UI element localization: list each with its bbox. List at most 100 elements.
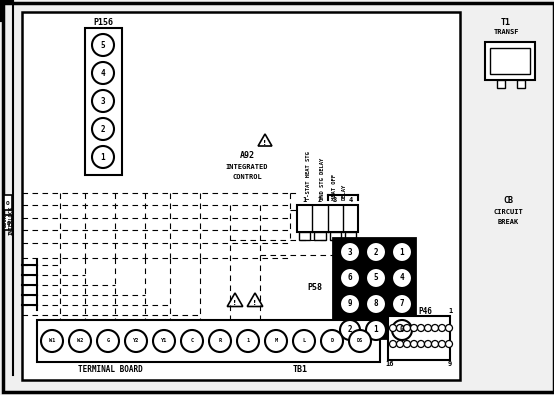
Circle shape [92,34,114,56]
Text: DELAY: DELAY [341,184,346,200]
Circle shape [389,340,397,348]
Text: DOOR
INTERLOCK: DOOR INTERLOCK [3,205,13,235]
Bar [388,316,450,360]
Text: O: O [6,201,10,205]
Bar [4,215,12,230]
Text: TB1: TB1 [293,365,307,374]
Text: Ω: Ω [7,220,9,226]
Text: 1: 1 [302,197,307,203]
Circle shape [153,330,175,352]
Text: CIRCUIT: CIRCUIT [493,209,523,215]
Circle shape [418,325,424,331]
Circle shape [439,325,445,331]
Text: 5: 5 [374,273,378,282]
Circle shape [445,325,453,331]
Text: R: R [218,339,222,344]
Circle shape [411,340,418,348]
Circle shape [439,340,445,348]
Text: Y1: Y1 [161,339,167,344]
Circle shape [340,268,360,288]
Text: 1: 1 [399,248,404,256]
Text: 8: 8 [388,308,392,314]
Text: CB: CB [503,196,513,205]
Text: 4: 4 [399,273,404,282]
Circle shape [340,320,360,340]
Text: 0: 0 [399,325,404,335]
Text: TRANSF: TRANSF [493,29,519,35]
Circle shape [403,325,411,331]
Bar [37,320,380,362]
Text: 1: 1 [101,152,105,162]
Circle shape [424,325,432,331]
Circle shape [237,330,259,352]
Text: A92: A92 [239,150,254,160]
Bar [330,232,341,240]
Bar [22,12,460,380]
Circle shape [424,340,432,348]
Text: 3: 3 [348,248,352,256]
Circle shape [92,118,114,140]
Circle shape [403,340,411,348]
Circle shape [366,268,386,288]
Circle shape [349,330,371,352]
Bar [297,205,358,232]
Text: 1: 1 [448,308,452,314]
Circle shape [432,340,439,348]
Bar [490,48,530,74]
Text: P46: P46 [418,307,432,316]
Circle shape [340,294,360,314]
Text: HEAT OFF: HEAT OFF [331,174,336,200]
Circle shape [366,242,386,262]
Circle shape [97,330,119,352]
Text: 2: 2 [374,248,378,256]
Text: 16: 16 [386,361,394,367]
Text: TERMINAL BOARD: TERMINAL BOARD [78,365,142,374]
Bar [517,80,525,88]
Bar [497,80,505,88]
Circle shape [92,62,114,84]
Text: W1: W1 [49,339,55,344]
Circle shape [389,325,397,331]
Circle shape [92,90,114,112]
Text: P156: P156 [93,17,113,26]
Text: D: D [330,339,334,344]
Bar [314,232,326,240]
Circle shape [69,330,91,352]
Bar [485,42,535,80]
Circle shape [392,320,412,340]
Text: 1: 1 [374,325,378,335]
Circle shape [418,340,424,348]
Text: 2: 2 [318,197,322,203]
Bar [299,232,310,240]
Text: INTEGRATED: INTEGRATED [225,164,268,170]
Text: 2: 2 [348,325,352,335]
Text: P58: P58 [307,284,322,293]
Text: G: G [106,339,110,344]
Bar [345,232,356,240]
Text: BREAK: BREAK [497,219,519,225]
Text: 5: 5 [101,41,105,49]
Circle shape [392,242,412,262]
Circle shape [366,294,386,314]
Text: 3: 3 [101,96,105,105]
Circle shape [432,325,439,331]
Text: M: M [274,339,278,344]
Circle shape [209,330,231,352]
Text: Y2: Y2 [133,339,139,344]
Text: C: C [191,339,193,344]
Bar [333,238,415,338]
Bar [3,3,13,375]
Text: !: ! [263,140,266,146]
Text: 2: 2 [101,124,105,134]
Circle shape [340,242,360,262]
Text: 2ND STG DELAY: 2ND STG DELAY [320,158,325,200]
Text: T1: T1 [501,17,511,26]
Circle shape [293,330,315,352]
Circle shape [41,330,63,352]
Text: 9: 9 [348,299,352,308]
Text: 3: 3 [333,197,337,203]
Circle shape [92,146,114,168]
Text: !: ! [233,300,237,306]
Circle shape [397,325,403,331]
Text: !: ! [253,300,257,306]
